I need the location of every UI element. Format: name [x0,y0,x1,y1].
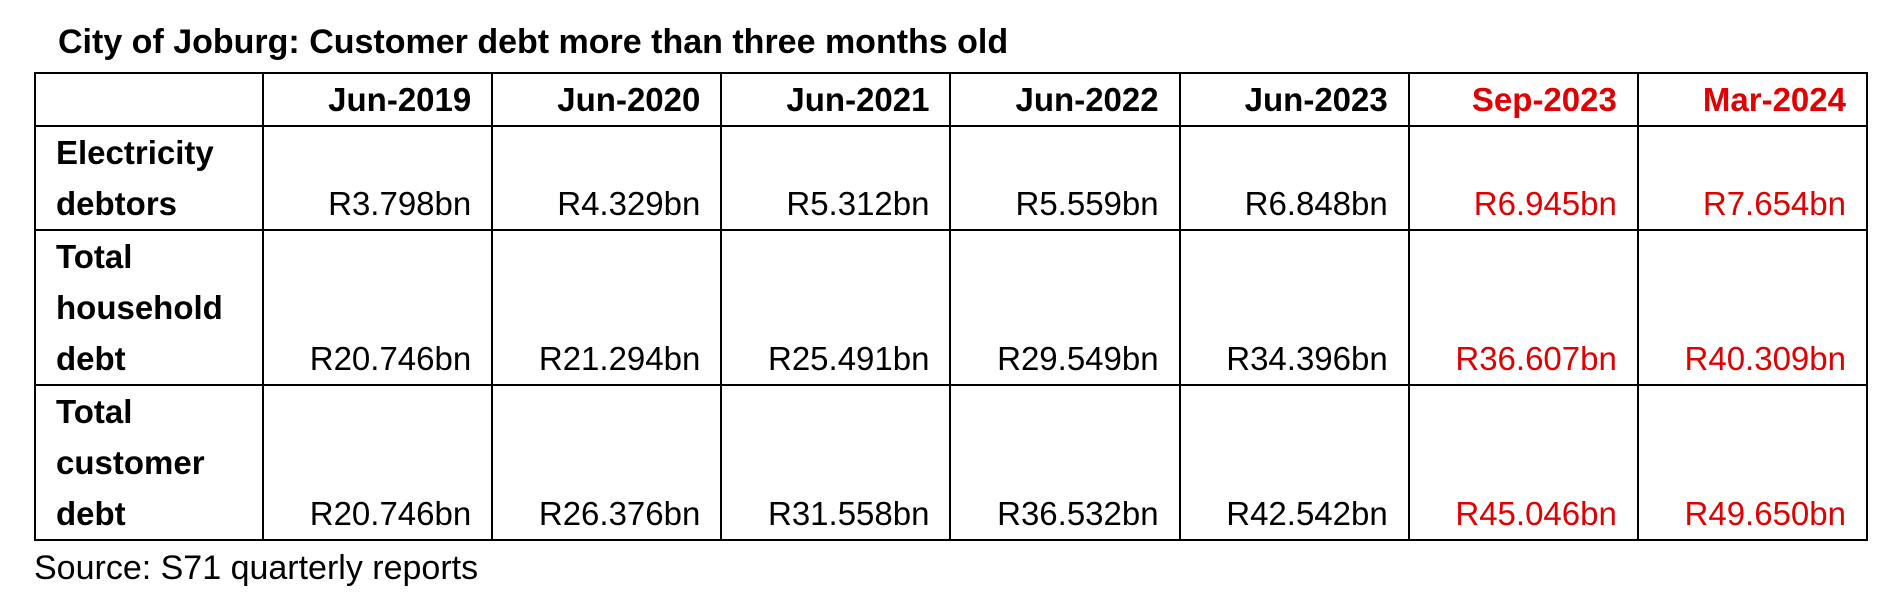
page-title: City of Joburg: Customer debt more than … [58,23,1009,61]
column-header: Sep-2023 [1407,72,1639,127]
row-label: Electricity debtors [33,125,265,231]
row-label-line: household [56,289,223,326]
value-cell: R36.607bn [1407,229,1639,386]
value-cell: R49.650bn [1636,384,1869,541]
value-cell: R45.046bn [1407,384,1639,541]
value-cell: R3.798bn [262,125,494,231]
value-cell: R40.309bn [1636,229,1869,386]
table-row-electricity-debtors: Electricity debtors R3.798bn R4.329bn R5… [33,125,1869,231]
row-label: Total household debt [33,229,265,386]
value-cell: R34.396bn [1178,229,1410,386]
value-cell: R20.746bn [262,229,494,386]
value-cell: R5.312bn [720,125,952,231]
value-cell: R26.376bn [491,384,723,541]
row-label-line: Electricity [56,134,214,171]
value-cell: R21.294bn [491,229,723,386]
column-header: Jun-2021 [720,72,952,127]
column-header: Mar-2024 [1636,72,1869,127]
value-cell: R29.549bn [949,229,1181,386]
column-header: Jun-2020 [491,72,723,127]
debt-table: Jun-2019 Jun-2020 Jun-2021 Jun-2022 Jun-… [33,72,1869,541]
value-cell: R5.559bn [949,125,1181,231]
table-row-total-customer-debt: Total customer debt R20.746bn R26.376bn … [33,384,1869,541]
row-label-line: debt [56,495,126,532]
value-cell: R20.746bn [262,384,494,541]
value-cell: R36.532bn [949,384,1181,541]
row-label-line: customer [56,444,205,481]
column-header: Jun-2022 [949,72,1181,127]
value-cell: R42.542bn [1178,384,1410,541]
row-label: Total customer debt [33,384,265,541]
value-cell: R6.848bn [1178,125,1410,231]
table-row-total-household-debt: Total household debt R20.746bn R21.294bn… [33,229,1869,386]
row-label-line: Total [56,238,133,275]
value-cell: R6.945bn [1407,125,1639,231]
row-label-line: debtors [56,185,178,222]
value-cell: R4.329bn [491,125,723,231]
row-label-line: debt [56,340,126,377]
corner-cell [33,72,265,127]
column-header: Jun-2019 [262,72,494,127]
value-cell: R31.558bn [720,384,952,541]
value-cell: R25.491bn [720,229,952,386]
source-note: Source: S71 quarterly reports [34,549,479,587]
column-header: Jun-2023 [1178,72,1410,127]
header-row: Jun-2019 Jun-2020 Jun-2021 Jun-2022 Jun-… [33,72,1869,127]
row-label-line: Total [56,393,133,430]
value-cell: R7.654bn [1636,125,1869,231]
